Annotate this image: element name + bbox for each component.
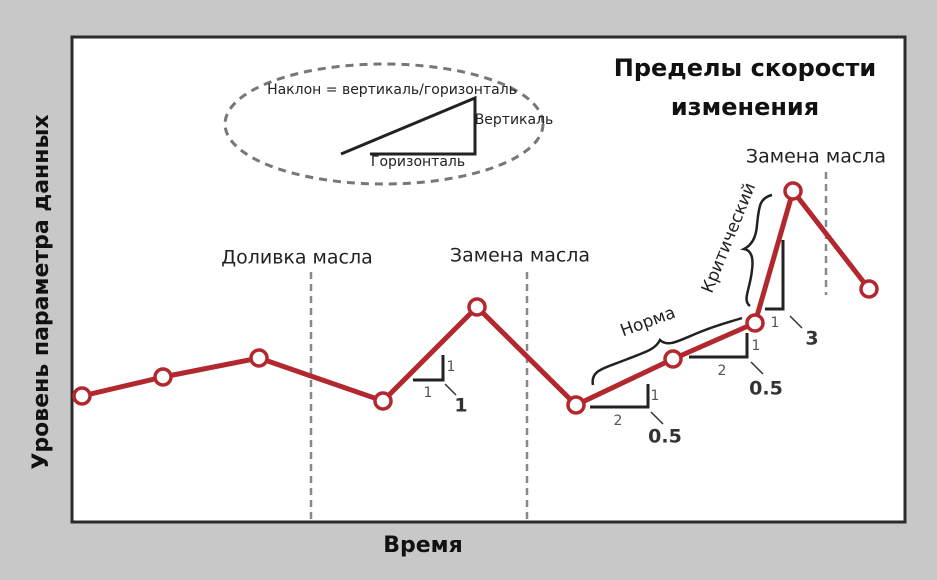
slope-vertical: 1 <box>752 338 761 354</box>
data-point <box>745 313 765 333</box>
data-point <box>153 367 173 387</box>
data-point <box>373 391 393 411</box>
event-label: Замена масла <box>450 245 590 267</box>
y-axis-label: Уровень параметра данных <box>29 114 54 469</box>
slope-triangle <box>765 240 785 311</box>
critical-brace <box>740 193 773 307</box>
data-points <box>72 181 879 415</box>
slope-pointer <box>650 411 664 425</box>
slope-result: 1 <box>454 395 467 417</box>
slope-pointer <box>444 383 457 396</box>
normal-brace <box>591 316 743 386</box>
title: изменения <box>671 93 819 121</box>
slope-vertical: 1 <box>447 359 456 375</box>
data-point <box>859 279 879 299</box>
slope-triangle <box>590 384 650 409</box>
data-point <box>467 297 487 317</box>
slope-horizontal: 2 <box>718 363 727 379</box>
data-point <box>783 181 803 201</box>
slope-horizontal: 2 <box>614 413 623 429</box>
event-label: Доливка масла <box>221 247 373 269</box>
data-line <box>81 188 871 408</box>
slope-vertical: 1 <box>651 388 660 404</box>
slope-triangle <box>340 95 477 156</box>
x-axis-label: Время <box>383 533 463 558</box>
slope-vertical: 1 <box>771 315 780 331</box>
slope-result: 0.5 <box>648 426 682 448</box>
title: Пределы скорости <box>614 54 876 82</box>
data-point <box>72 386 92 406</box>
slope-pointer <box>789 315 803 329</box>
data-point <box>249 348 269 368</box>
slope-horizontal: 1 <box>424 385 433 401</box>
legend-ellipse <box>223 62 545 186</box>
slope-result: 0.5 <box>749 378 783 400</box>
slope-formula: Наклон = вертикаль/горизонталь <box>267 82 517 98</box>
data-point <box>663 349 683 369</box>
slope-triangle <box>413 355 445 382</box>
slope-pointer <box>750 361 764 375</box>
event-label: Замена масла <box>746 146 886 168</box>
slope-result: 3 <box>805 328 818 350</box>
vertical-label: Вертикаль <box>475 112 554 128</box>
data-point <box>566 395 586 415</box>
slope-triangle <box>689 333 749 359</box>
horizontal-label: Горизонталь <box>371 154 465 170</box>
